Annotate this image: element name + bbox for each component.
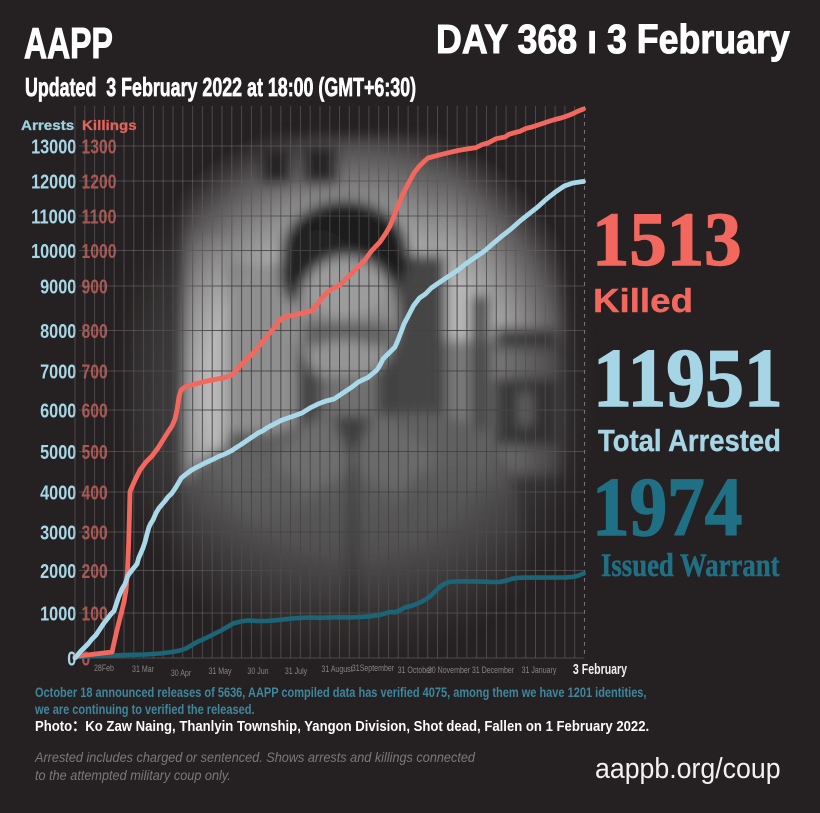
svg-text:0: 0: [67, 647, 76, 670]
svg-text:4000: 4000: [40, 481, 76, 504]
svg-text:1000: 1000: [82, 240, 117, 263]
svg-text:1200: 1200: [82, 170, 117, 193]
svg-text:8000: 8000: [40, 320, 76, 343]
svg-text:12000: 12000: [31, 170, 76, 193]
svg-text:1000: 1000: [40, 602, 76, 625]
svg-text:1300: 1300: [82, 135, 117, 158]
svg-text:6000: 6000: [40, 399, 76, 422]
svg-text:3000: 3000: [40, 521, 76, 544]
svg-text:10000: 10000: [31, 240, 76, 263]
svg-text:5000: 5000: [40, 441, 76, 464]
svg-text:2000: 2000: [40, 560, 76, 583]
svg-text:7000: 7000: [40, 360, 76, 383]
svg-text:9000: 9000: [40, 275, 76, 298]
svg-text:0: 0: [82, 647, 91, 670]
svg-text:13000: 13000: [31, 135, 76, 158]
svg-text:11000: 11000: [31, 205, 76, 228]
svg-text:1100: 1100: [82, 205, 117, 228]
